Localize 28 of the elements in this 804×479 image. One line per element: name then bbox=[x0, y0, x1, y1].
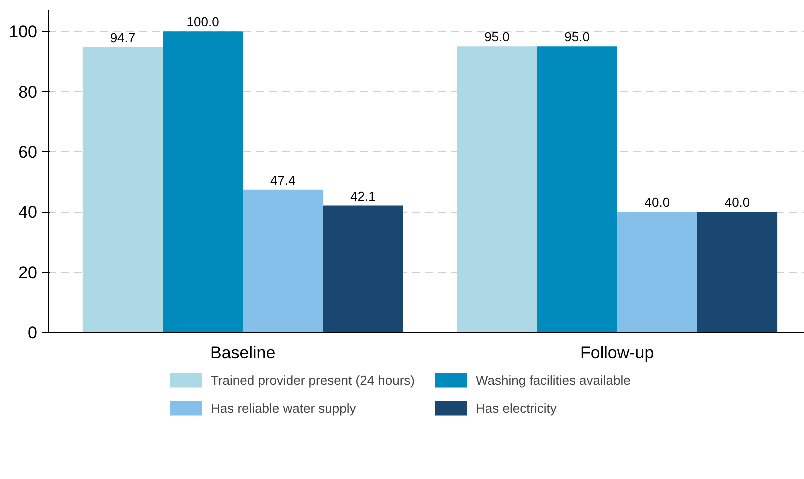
data-label: 95.0 bbox=[484, 30, 510, 45]
x-tick-label: Follow-up bbox=[580, 344, 654, 362]
x-tick-label: Baseline bbox=[210, 344, 276, 362]
y-tick-label: 0 bbox=[28, 324, 38, 342]
y-tick-label: 20 bbox=[18, 263, 38, 282]
y-tick-label: 40 bbox=[18, 203, 38, 222]
bar bbox=[457, 46, 538, 332]
data-label: 94.7 bbox=[110, 30, 136, 46]
bar bbox=[243, 190, 324, 332]
bar bbox=[82, 48, 164, 332]
y-tick-label: 80 bbox=[18, 82, 38, 102]
legend-label: Washing facilities available bbox=[476, 372, 632, 388]
bar bbox=[697, 212, 778, 332]
bar bbox=[163, 32, 244, 332]
legend-label: Has reliable water supply bbox=[211, 400, 358, 416]
data-label: 95.0 bbox=[564, 30, 590, 45]
y-tick-label: 100 bbox=[9, 22, 38, 42]
legend-label: Trained provider present (24 hours) bbox=[211, 372, 416, 388]
bar bbox=[617, 212, 698, 332]
legend-label: Has electricity bbox=[476, 400, 558, 416]
data-label: 47.4 bbox=[270, 172, 296, 188]
y-tick-label: 60 bbox=[18, 142, 38, 162]
data-label: 40.0 bbox=[644, 195, 670, 210]
data-label: 100.0 bbox=[186, 14, 220, 30]
data-label: 40.0 bbox=[724, 195, 750, 210]
data-label: 42.1 bbox=[350, 188, 376, 204]
bar bbox=[323, 206, 404, 332]
bar bbox=[537, 46, 618, 332]
